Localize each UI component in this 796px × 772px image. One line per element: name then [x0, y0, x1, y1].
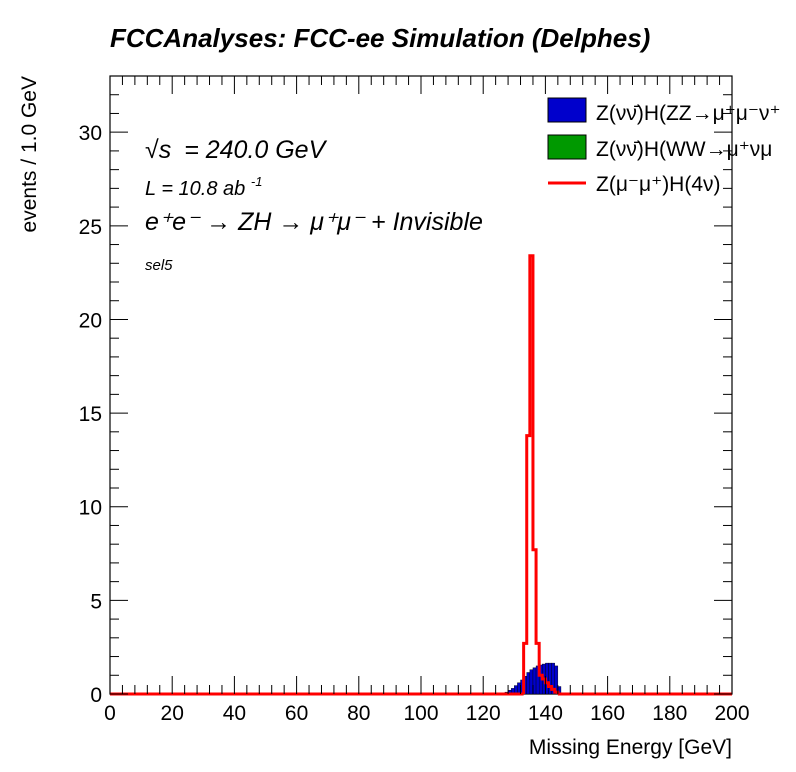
legend-swatch-ww: [547, 134, 587, 160]
lumi-label: L = 10.8 ab -1: [145, 174, 262, 200]
x-tick-label: 40: [223, 702, 246, 725]
bar-0-17: [554, 665, 559, 695]
y-tick-label: 10: [79, 497, 102, 520]
x-tick-label: 100: [403, 702, 438, 725]
legend-swatch-zz: [547, 97, 587, 123]
x-tick-label: 180: [652, 702, 687, 725]
y-tick-label: 0: [90, 684, 102, 707]
x-tick-label: 0: [104, 702, 116, 725]
y-tick-label: 20: [79, 309, 102, 332]
signal-line-group: [110, 254, 732, 696]
y-axis-label: events / 1.0 GeV: [18, 76, 41, 232]
energy-label: = 240.0 GeV: [184, 136, 327, 164]
x-tick-label: 60: [285, 702, 308, 725]
y-tick-label: 25: [79, 216, 102, 239]
chart-title: FCCAnalyses: FCC-ee Simulation (Delphes): [110, 23, 650, 53]
legend: Z(νν̄)H(ZZ→μ⁺μ⁻ν⁺ Z(νν̄)H(WW→μ⁺νμ Z(μ⁻μ⁺…: [547, 97, 781, 196]
y-tick-label: 15: [79, 403, 102, 426]
x-axis-label: Missing Energy [GeV]: [529, 736, 732, 759]
process-label: e⁺e⁻ → ZH → μ⁺μ⁻ + Invisible: [145, 208, 483, 236]
axis-ticks-group: 0 20 40 60 80 100 120 140 160 180 200 0 5 10 15 20 25 30: [79, 75, 750, 725]
selection-label: sel5: [145, 257, 173, 274]
plot-frame: [109, 75, 733, 695]
y-tick-label: 5: [90, 590, 102, 613]
sqrt-s-symbol: √s: [145, 136, 171, 164]
y-tick-label: 30: [79, 122, 102, 145]
x-tick-label: 80: [347, 702, 370, 725]
sqrt-s-label: √s = 240.0 GeV: [145, 136, 328, 164]
x-tick-label: 120: [466, 702, 501, 725]
annotation-block: √s = 240.0 GeV L = 10.8 ab -1 e⁺e⁻ → ZH …: [145, 136, 483, 274]
x-tick-label: 160: [590, 702, 625, 725]
x-tick-label: 140: [528, 702, 563, 725]
signal-step-line: [522, 254, 560, 694]
x-tick-label: 20: [161, 702, 184, 725]
legend-label-ww: Z(νν̄)H(WW→μ⁺νμ: [596, 138, 772, 161]
legend-label-zz: Z(νν̄)H(ZZ→μ⁺μ⁻ν⁺: [596, 102, 781, 125]
lumi-prefix: L = 10.8 ab: [145, 178, 245, 200]
lumi-exponent: -1: [251, 174, 263, 189]
bar-0-8: [526, 672, 531, 695]
legend-label-signal: Z(μ⁻μ⁺)H(4ν): [596, 173, 721, 196]
x-tick-label: 200: [714, 702, 749, 725]
